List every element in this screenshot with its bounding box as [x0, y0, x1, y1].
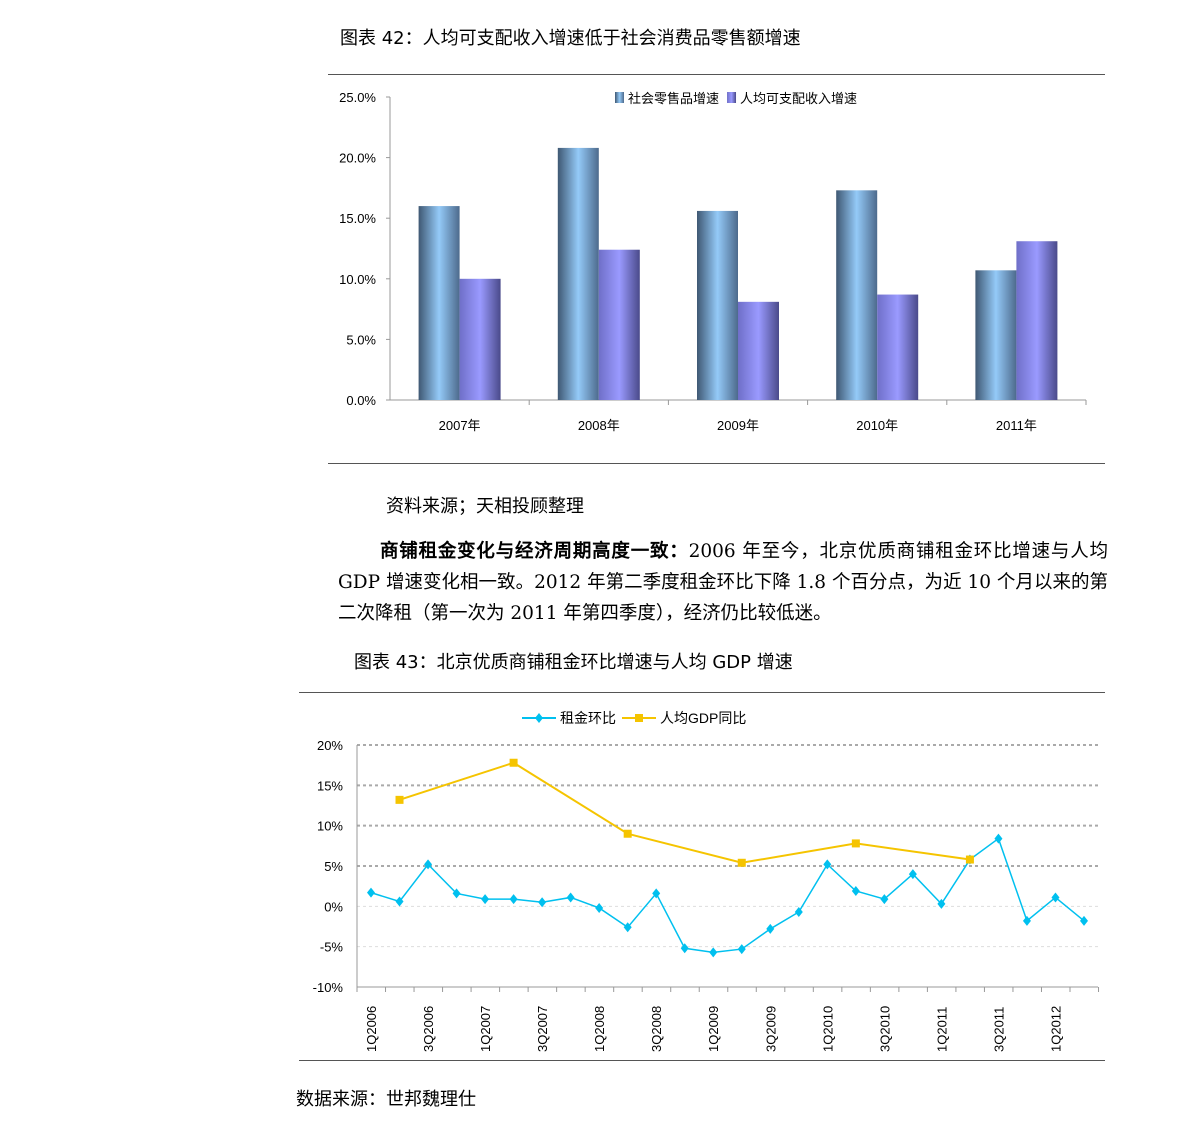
legend-marker — [535, 713, 543, 723]
data-point-rent — [424, 859, 433, 870]
legend-label: 租金环比 — [560, 710, 616, 726]
data-point-rent — [481, 894, 490, 905]
divider — [299, 1060, 1105, 1061]
x-tick-label: 3Q2011 — [991, 1007, 1006, 1052]
y-tick-label: 15% — [317, 778, 343, 793]
y-tick-label: 5.0% — [346, 332, 376, 347]
data-point-rent — [766, 923, 775, 934]
x-tick-label: 3Q2007 — [535, 1006, 550, 1052]
data-point-rent — [452, 888, 461, 899]
x-tick-label: 1Q2012 — [1048, 1006, 1063, 1052]
figure-43-source: 数据来源：世邦魏理仕 — [296, 1089, 476, 1110]
data-point-rent — [566, 892, 575, 903]
figure-42-source: 资料来源；天相投顾整理 — [386, 496, 584, 517]
data-point-rent — [595, 902, 604, 913]
x-tick-label: 1Q2007 — [478, 1006, 493, 1052]
y-tick-label: 20% — [317, 738, 343, 753]
data-point-rent — [880, 894, 889, 905]
bar-income — [459, 278, 501, 400]
x-tick-label: 3Q2008 — [649, 1006, 664, 1052]
data-point-rent — [937, 898, 946, 909]
data-point-gdp — [737, 858, 746, 867]
data-point-rent — [1022, 915, 1031, 926]
x-tick-label: 2009年 — [717, 418, 759, 433]
divider — [299, 692, 1105, 693]
data-point-gdp — [851, 839, 860, 848]
x-tick-label: 1Q2011 — [934, 1007, 949, 1052]
body-paragraph: 商铺租金变化与经济周期高度一致：2006 年至今，北京优质商铺租金环比增速与人均… — [338, 536, 1108, 629]
x-tick-label: 3Q2006 — [421, 1006, 436, 1052]
divider — [328, 463, 1105, 464]
x-tick-label: 2007年 — [439, 418, 481, 433]
legend-label: 社会零售品增速 — [628, 91, 719, 106]
figure-43-caption: 图表 43：北京优质商铺租金环比增速与人均 GDP 增速 — [354, 652, 793, 673]
divider — [328, 74, 1105, 75]
data-point-rent — [794, 906, 803, 917]
bar-retail — [697, 210, 738, 400]
data-point-rent — [823, 859, 832, 870]
y-tick-label: 10.0% — [339, 272, 376, 287]
data-point-gdp — [623, 829, 632, 838]
bar-income — [738, 301, 779, 400]
paragraph-lead: 商铺租金变化与经济周期高度一致： — [380, 541, 689, 562]
data-point-rent — [709, 947, 718, 958]
bar-retail — [836, 190, 878, 400]
x-tick-label: 3Q2010 — [877, 1006, 892, 1052]
series-line-rent — [370, 837, 1085, 954]
data-point-rent — [680, 943, 689, 954]
bar-retail — [975, 270, 1017, 400]
bar-retail — [418, 206, 460, 400]
y-tick-label: 20.0% — [339, 151, 376, 166]
legend-label: 人均GDP同比 — [660, 710, 746, 726]
data-point-rent — [623, 922, 632, 933]
data-point-gdp — [509, 758, 518, 767]
data-point-rent — [395, 896, 404, 907]
data-point-rent — [851, 886, 860, 897]
y-tick-label: 0.0% — [346, 393, 376, 408]
bar-chart: 0.0% 5.0% 10.0% 15.0% 20.0% 25.0% 2007年 2008年 20… — [339, 90, 1087, 433]
data-point-rent — [538, 897, 547, 908]
x-tick-label: 2008年 — [578, 418, 620, 433]
bar-income — [598, 249, 640, 400]
x-tick-label: 1Q2006 — [364, 1006, 379, 1052]
data-point-rent — [509, 894, 518, 905]
data-point-rent — [1080, 915, 1088, 926]
bar-income — [1016, 241, 1058, 400]
data-point-gdp — [395, 795, 404, 804]
data-point-rent — [1051, 892, 1060, 903]
y-tick-label: 15.0% — [339, 211, 376, 226]
legend-label: 人均可支配收入增速 — [740, 91, 857, 106]
x-tick-label: 3Q2009 — [763, 1006, 778, 1052]
figure-42-caption: 图表 42：人均可支配收入增速低于社会消费品零售额增速 — [340, 28, 801, 49]
data-point-rent — [908, 869, 917, 880]
bar-income — [877, 294, 919, 400]
x-tick-label: 1Q2008 — [592, 1006, 607, 1052]
paragraph-body: 2006 年至今，北京优质商铺租金环比增速与人均 GDP 增速变化相一致。201… — [338, 541, 1108, 624]
x-tick-label: 1Q2009 — [706, 1006, 721, 1052]
x-tick-label: 2011年 — [996, 418, 1037, 433]
data-point-rent — [652, 888, 661, 899]
data-point-rent — [367, 887, 375, 898]
y-tick-label: -10% — [313, 980, 344, 995]
x-tick-label: 1Q2010 — [820, 1006, 835, 1052]
data-point-rent — [737, 944, 746, 955]
series-line-gdp — [399, 761, 971, 864]
y-tick-label: 10% — [317, 819, 343, 834]
data-point-gdp — [965, 855, 974, 864]
legend-swatch — [615, 92, 624, 103]
x-tick-label: 2010年 — [856, 418, 898, 433]
legend-swatch — [727, 92, 737, 103]
y-tick-label: 0% — [324, 899, 343, 914]
y-tick-label: 5% — [324, 859, 343, 874]
legend-marker — [635, 714, 643, 722]
data-point-rent — [994, 833, 1003, 844]
bar-retail — [557, 147, 599, 400]
y-tick-label: 25.0% — [339, 90, 376, 105]
y-tick-label: -5% — [320, 940, 344, 955]
